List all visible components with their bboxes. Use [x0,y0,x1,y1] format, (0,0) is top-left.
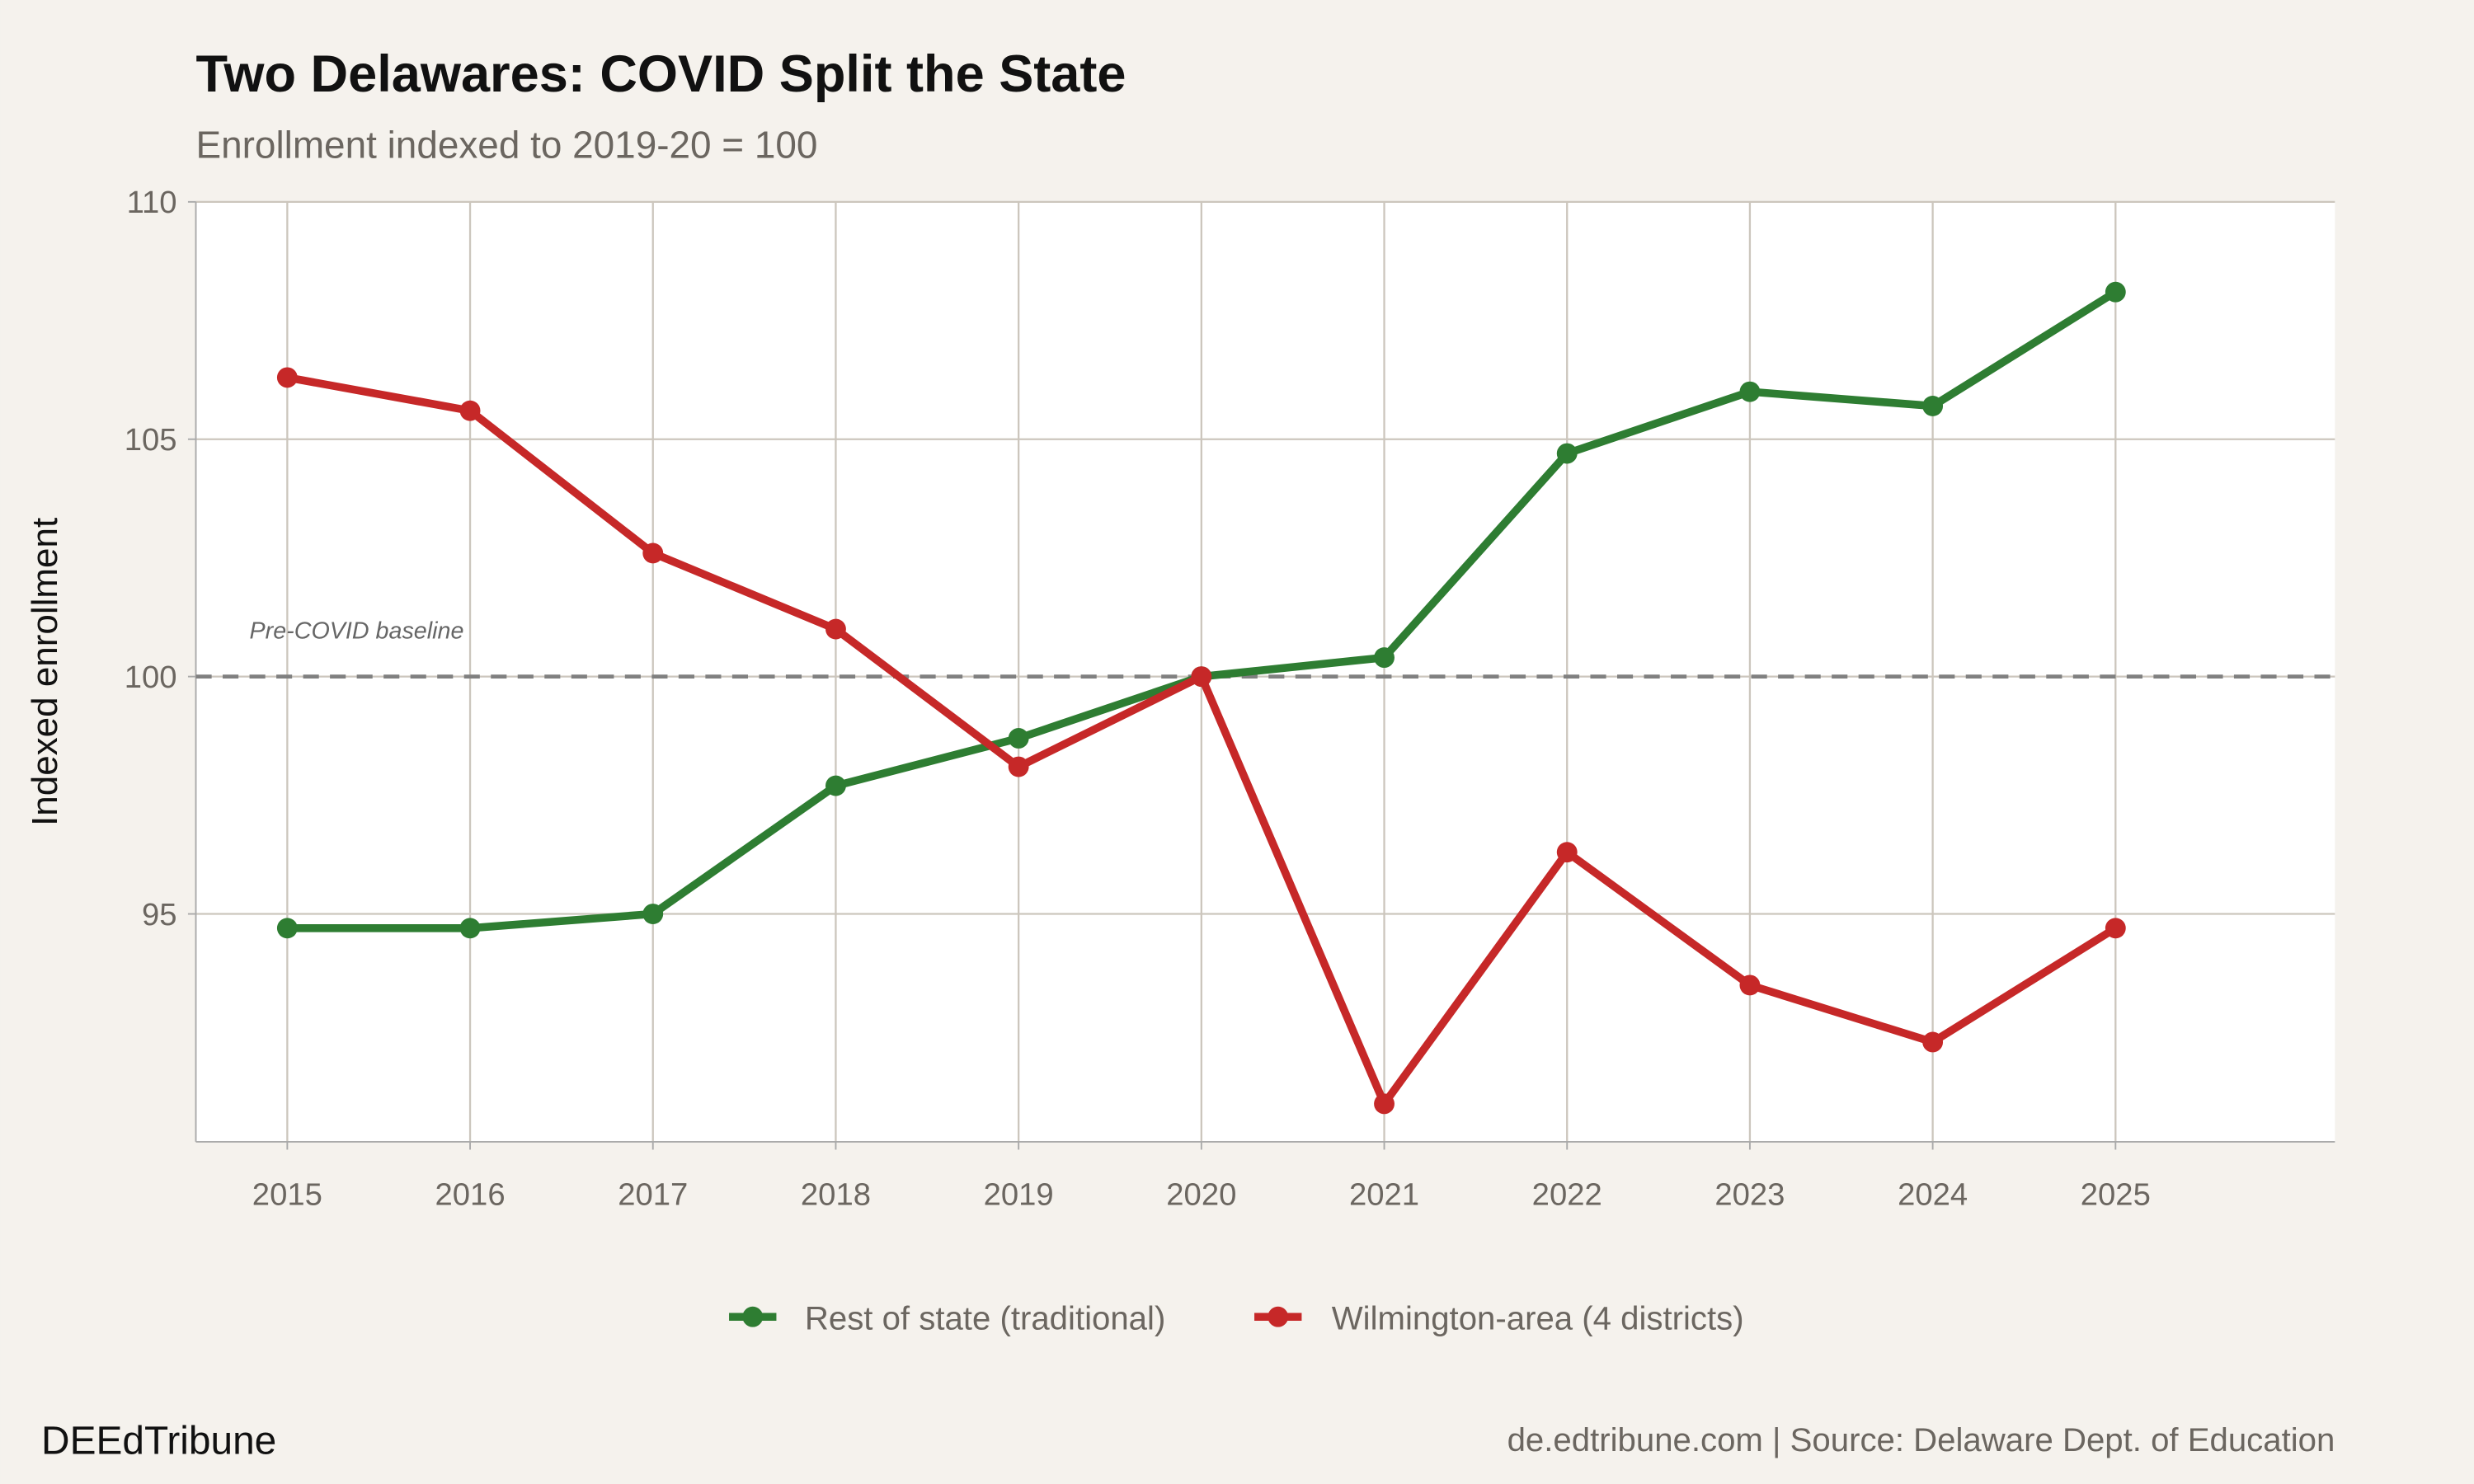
legend-swatch-point [742,1306,764,1327]
caption-brand: DEEdTribune [41,1420,276,1463]
y-tick-labels: 95 100 105 110 [125,185,196,932]
data-point [1739,974,1761,996]
x-tick-labels: 2015 2016 2017 2018 2019 2020 2021 2022 2023 2024… [252,1141,2151,1212]
y-tick-label: 100 [125,660,177,695]
data-point [1191,666,1212,688]
data-point [642,542,664,564]
legend-item-rest-of-state: Rest of state (traditional) [729,1300,1165,1337]
legend-item-wilmington: Wilmington-area (4 districts) [1254,1300,1744,1337]
data-point [1008,756,1029,777]
legend-label: Rest of state (traditional) [805,1300,1165,1337]
legend: Rest of state (traditional) Wilmington-a… [729,1300,1744,1337]
x-tick-label: 2024 [1898,1176,1968,1212]
chart-subtitle: Enrollment indexed to 2019-20 = 100 [196,123,818,166]
x-tick-label: 2018 [801,1176,871,1212]
data-point [1922,1031,1944,1053]
data-point [276,918,298,939]
x-tick-label: 2021 [1349,1176,1419,1212]
x-tick-label: 2017 [618,1176,688,1212]
x-tick-label: 2023 [1714,1176,1785,1212]
series-1 [276,367,2126,1115]
data-point [1556,842,1578,863]
y-tick-label: 105 [125,422,177,458]
data-point [2105,918,2126,939]
legend-swatch-point [1268,1306,1289,1327]
data-point [1556,443,1578,464]
data-point [1374,1093,1395,1115]
data-point [1008,728,1029,749]
baseline-label: Pre-COVID baseline [250,618,464,645]
data-point [276,367,298,388]
data-point [1739,381,1761,402]
x-tick-label: 2015 [252,1176,322,1212]
y-tick-label: 110 [127,185,177,220]
legend-label: Wilmington-area (4 districts) [1332,1300,1744,1337]
data-point [459,918,481,939]
caption-source: de.edtribune.com | Source: Delaware Dept… [1507,1421,2335,1458]
x-tick-label: 2022 [1532,1176,1602,1212]
data-point [825,618,846,640]
y-axis-title: Indexed enrollment [25,518,65,826]
x-tick-label: 2020 [1166,1176,1236,1212]
data-point [825,775,846,796]
data-point [459,400,481,421]
chart-title: Two Delawares: COVID Split the State [196,45,1126,103]
data-point [2105,281,2126,303]
data-point [1922,396,1944,416]
gridlines [195,200,2335,1142]
y-tick-label: 95 [142,897,177,932]
series-group [276,281,2126,1115]
x-tick-label: 2019 [984,1176,1054,1212]
x-tick-label: 2025 [2081,1176,2151,1212]
data-point [1374,647,1395,669]
x-tick-label: 2016 [435,1176,506,1212]
data-point [642,904,664,924]
